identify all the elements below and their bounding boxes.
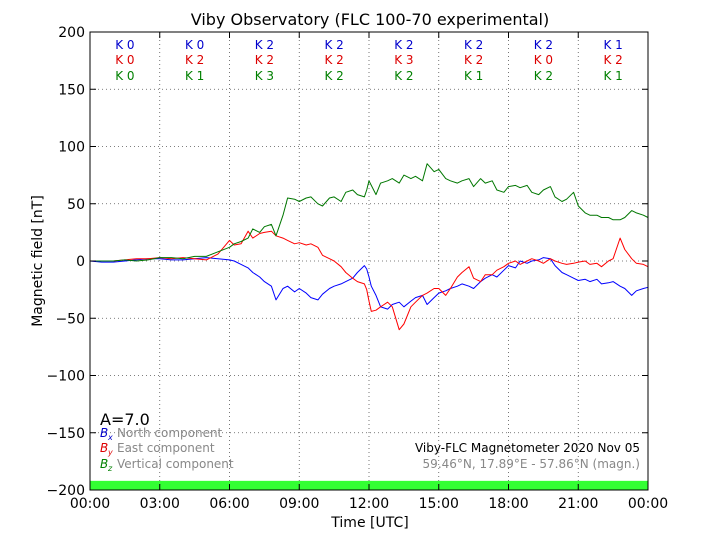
y-axis-label: Magnetic field [nT] (30, 195, 46, 327)
series-line-north-component (89, 257, 649, 310)
legend-subscript: z (107, 464, 113, 473)
k-label-y: K 2 (324, 53, 343, 67)
y-axis: 200 150 100 50 0 −50 −100 −150 −200 (47, 25, 648, 499)
k-label-z: K 0 (115, 69, 134, 83)
a-index: A=7.0 (100, 410, 150, 429)
k-label-y: K 0 (115, 53, 134, 67)
y-tick-label: −200 (47, 483, 85, 499)
k-label-z: K 1 (464, 69, 483, 83)
x-axis: 00:00 03:00 06:00 09:00 12:00 15:00 18:00 21:00… (70, 32, 668, 512)
x-tick-label: 09:00 (279, 496, 319, 512)
x-axis-label: Time [UTC] (330, 515, 408, 531)
x-tick-label: 00:00 (70, 496, 110, 512)
y-tick-label: −150 (47, 426, 85, 442)
grid-lines (90, 32, 648, 490)
k-label-y: K 3 (394, 53, 413, 67)
k-label-x: K 2 (324, 38, 343, 52)
y-tick-label: 200 (58, 25, 85, 41)
legend-subscript: y (107, 448, 113, 457)
x-tick-label: 06:00 (209, 496, 249, 512)
k-label-z: K 2 (394, 69, 413, 83)
legend-label: Vertical component (117, 457, 234, 471)
k-label-z: K 1 (185, 69, 204, 83)
k-label-z: K 2 (324, 69, 343, 83)
y-tick-label: 150 (58, 82, 85, 98)
k-label-y: K 2 (464, 53, 483, 67)
k-label-x: K 1 (603, 38, 622, 52)
k-label-z: K 1 (603, 69, 622, 83)
y-tick-label: −100 (47, 369, 85, 385)
x-tick-label: 00:00 (628, 496, 668, 512)
x-tick-label: 21:00 (558, 496, 598, 512)
series-line-east-component (90, 230, 649, 331)
legend-label: East component (117, 441, 215, 455)
y-tick-label: −50 (55, 311, 85, 327)
legend-symbol: B (100, 457, 108, 471)
k-label-x: K 0 (115, 38, 134, 52)
chart-title: Viby Observatory (FLC 100-70 experimenta… (191, 10, 550, 29)
k-label-z: K 2 (534, 69, 553, 83)
x-tick-label: 03:00 (140, 496, 180, 512)
legend-symbol: B (100, 426, 108, 440)
y-tick-label: 100 (58, 140, 85, 156)
x-tick-label: 12:00 (349, 496, 389, 512)
k-label-x: K 2 (534, 38, 553, 52)
k-label-x: K 0 (185, 38, 204, 52)
k-label-y: K 2 (603, 53, 622, 67)
y-tick-label: 0 (76, 254, 85, 270)
info-line-2: 59.46°N, 17.89°E - 57.86°N (magn.) (423, 457, 640, 471)
y-tick-label: 50 (67, 197, 85, 213)
legend-symbol: B (100, 441, 108, 455)
series-layer (89, 163, 649, 331)
k-label-z: K 3 (255, 69, 274, 83)
series-line-vertical-component (90, 163, 649, 262)
k-label-x: K 2 (255, 38, 274, 52)
k-label-x: K 2 (394, 38, 413, 52)
legend-subscript: x (107, 433, 113, 442)
k-label-y: K 2 (255, 53, 274, 67)
k-label-y: K 2 (185, 53, 204, 67)
k-label-x: K 2 (464, 38, 483, 52)
info-line-1: Viby-FLC Magnetometer 2020 Nov 05 (415, 441, 640, 455)
x-tick-label: 15:00 (419, 496, 459, 512)
legend-label: North component (117, 426, 223, 440)
k-label-y: K 0 (534, 53, 553, 67)
x-tick-label: 18:00 (488, 496, 528, 512)
